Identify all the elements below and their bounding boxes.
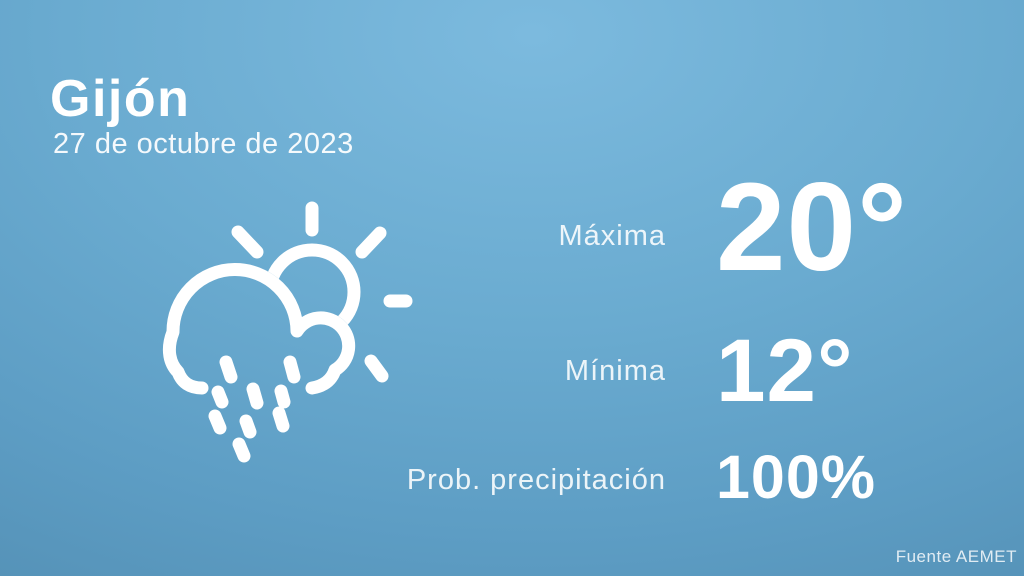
sun-behind-rain-cloud-icon [162,201,413,463]
cloud-outline-icon [162,263,356,395]
date-subtitle: 27 de octubre de 2023 [53,128,354,160]
city-title: Gijón [50,70,191,128]
source-attribution: Fuente AEMET [895,547,1017,566]
sun-icon [231,201,413,383]
weather-icon [140,180,440,480]
rain-drops-icon [208,355,301,463]
min-temp-value: 12° [716,320,854,420]
sun-rays [231,201,413,383]
min-temp-label: Mínima [564,355,666,387]
sun-ring [263,243,361,341]
precipitation-label: Prob. precipitación [406,464,666,496]
max-temp-value: 20° [716,158,909,297]
max-temp-label: Máxima [558,220,666,252]
precipitation-value: 100% [716,443,877,511]
